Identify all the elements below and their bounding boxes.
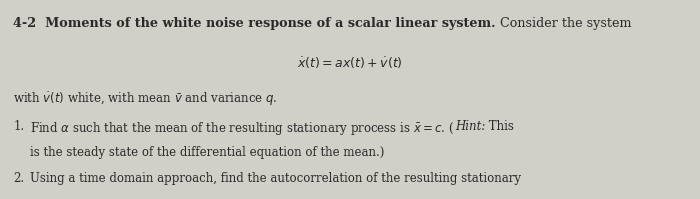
- Text: 2.: 2.: [13, 172, 24, 185]
- Text: process.: process.: [13, 198, 63, 199]
- Text: Hint:: Hint:: [455, 120, 485, 133]
- Text: $\dot{x}(t) = ax(t) + \dot{v}(t)$: $\dot{x}(t) = ax(t) + \dot{v}(t)$: [297, 56, 403, 71]
- Text: Consider the system: Consider the system: [496, 17, 631, 30]
- Text: with $\dot{v}(t)$ white, with mean $\bar{v}$ and variance $q$.: with $\dot{v}(t)$ white, with mean $\bar…: [13, 90, 278, 108]
- Text: is the steady state of the differential equation of the mean.): is the steady state of the differential …: [30, 146, 384, 159]
- Text: Find $\alpha$ such that the mean of the resulting stationary process is $\bar{x}: Find $\alpha$ such that the mean of the …: [30, 120, 455, 137]
- Text: 4-2  Moments of the white noise response of a scalar linear system.: 4-2 Moments of the white noise response …: [13, 17, 496, 30]
- Text: This: This: [485, 120, 514, 133]
- Text: Using a time domain approach, find the autocorrelation of the resulting stationa: Using a time domain approach, find the a…: [30, 172, 521, 185]
- Text: 1.: 1.: [13, 120, 24, 133]
